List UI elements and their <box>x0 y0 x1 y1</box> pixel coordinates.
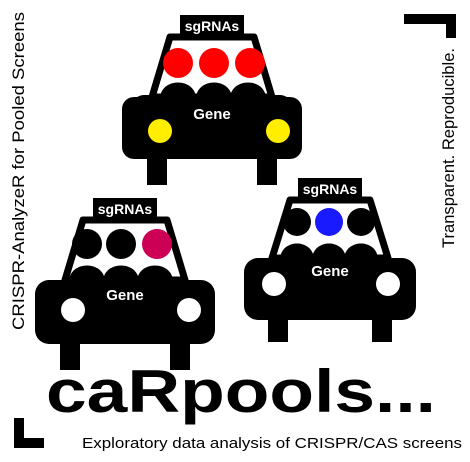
car-left-head-3 <box>142 229 172 259</box>
car-left-headlight-left <box>61 298 85 322</box>
car-left-head-1 <box>72 229 102 259</box>
side-text-right: Transparent. Reproducible. <box>439 48 458 248</box>
car-left: sgRNAs Gene <box>35 198 215 370</box>
side-text-left: CRISPR-AnalyzeR for Pooled Screens <box>9 12 28 330</box>
car-top: sgRNAs Gene <box>122 15 302 185</box>
car-right-headlight-right <box>376 272 400 296</box>
car-left-roof-label: sgRNAs <box>98 201 153 217</box>
car-top-headlight-left <box>148 119 172 143</box>
car-left-body-label: Gene <box>106 287 144 304</box>
brand-title: caRpools... <box>46 358 436 425</box>
car-right-head-2 <box>315 208 343 236</box>
car-top-roof-label: sgRNAs <box>185 18 240 34</box>
car-top-head-1 <box>163 48 193 78</box>
car-right: sgRNAs Gene <box>244 178 416 342</box>
corner-top-right <box>404 14 456 38</box>
corner-bottom-left <box>14 418 44 448</box>
car-right-head-1 <box>283 208 311 236</box>
car-left-head-2 <box>106 229 136 259</box>
car-right-roof-label: sgRNAs <box>303 181 358 197</box>
car-right-body-label: Gene <box>311 263 349 280</box>
car-top-head-2 <box>199 48 229 78</box>
car-right-head-3 <box>347 208 375 236</box>
tagline: Exploratory data analysis of CRISPR/CAS … <box>82 435 462 452</box>
car-left-headlight-right <box>177 298 201 322</box>
car-right-headlight-left <box>262 272 286 296</box>
car-top-headlight-right <box>266 119 290 143</box>
car-top-body-label: Gene <box>193 106 231 123</box>
car-top-head-3 <box>235 48 265 78</box>
